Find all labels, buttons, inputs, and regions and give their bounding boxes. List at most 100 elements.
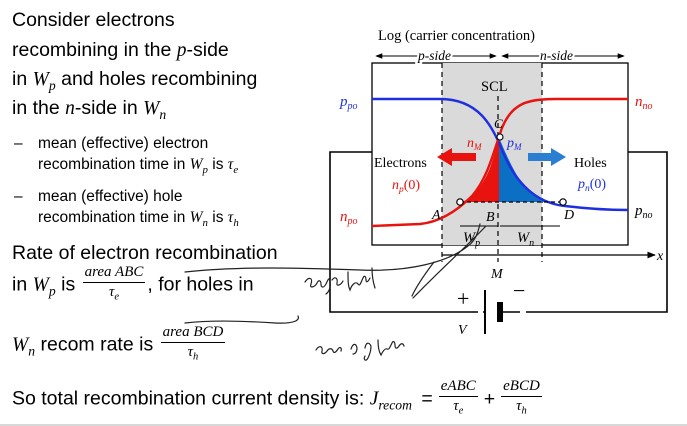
ppo-label: ppo bbox=[339, 94, 358, 112]
rate-text: recom rate is bbox=[35, 333, 159, 356]
pn0-label: pn(0) bbox=[577, 177, 606, 194]
y-axis-label: Log (carrier concentration) bbox=[378, 28, 535, 44]
circuit-wires bbox=[329, 151, 668, 313]
fraction-denominator: τe bbox=[83, 283, 146, 307]
subscript-recom: recom bbox=[378, 397, 412, 413]
nno-label: nno bbox=[635, 94, 653, 112]
pm-label: pM bbox=[506, 136, 522, 152]
nm-label: nM bbox=[467, 136, 482, 152]
bullet-text: is bbox=[207, 209, 228, 226]
electron-concentration-curve bbox=[371, 97, 628, 228]
bullet-2-dash: – bbox=[14, 188, 23, 205]
rate-line-2: in Wp is area ABC τe, for holes in bbox=[12, 264, 254, 307]
subscript-n: n bbox=[28, 343, 36, 359]
area-abc-electrons bbox=[460, 137, 499, 202]
n-variable: n bbox=[65, 98, 75, 119]
rate-text: is bbox=[55, 273, 81, 296]
tau-symbol: τ bbox=[227, 209, 234, 226]
battery-minus-sign: − bbox=[513, 278, 525, 303]
total-current-line: So total recombination current density i… bbox=[12, 378, 544, 421]
point-d-label: D bbox=[563, 208, 574, 223]
fraction-denominator: τe bbox=[439, 397, 478, 421]
p-side-label: p-side bbox=[417, 48, 451, 63]
intro-text: and holes recombining bbox=[55, 68, 258, 90]
fraction-ebcd-over-tau-h: eBCD τh bbox=[501, 378, 542, 421]
x-axis-label: x bbox=[656, 249, 664, 264]
bullet-text: recombination time in bbox=[38, 209, 190, 226]
tau-symbol: τ bbox=[187, 344, 194, 360]
bullet-text: recombination time in bbox=[38, 156, 190, 173]
intro-text: in the bbox=[12, 97, 66, 119]
bullet-2-line-2: recombination time in Wn is τh bbox=[38, 208, 239, 233]
fraction-denominator: τh bbox=[501, 397, 542, 421]
fraction-numerator: eBCD bbox=[501, 378, 542, 397]
subscript-e: e bbox=[458, 405, 464, 417]
subscript-e: e bbox=[233, 163, 239, 176]
point-a-marker bbox=[456, 198, 464, 206]
plus-sign: + bbox=[483, 387, 496, 410]
fraction-bcd-over-tau-h: area BCD τh bbox=[160, 324, 226, 367]
rate-text: in bbox=[12, 273, 33, 296]
n-side-label: n-side bbox=[540, 48, 573, 63]
battery-icon bbox=[478, 290, 526, 334]
fraction-abc-over-tau-e: area ABC τe bbox=[82, 264, 146, 307]
scl-label: SCL bbox=[481, 79, 508, 95]
intro-text: -side in bbox=[74, 97, 144, 119]
holes-arrow-icon bbox=[528, 148, 566, 166]
intro-text: recombining in the bbox=[12, 39, 177, 61]
subscript-p: p bbox=[202, 163, 208, 176]
np0-label: np(0) bbox=[392, 178, 420, 195]
w-variable: W bbox=[32, 69, 49, 90]
device-box bbox=[371, 62, 629, 246]
tau-symbol: τ bbox=[453, 398, 459, 414]
tau-symbol: τ bbox=[227, 156, 234, 173]
point-d-marker bbox=[559, 198, 567, 206]
slide-bottom-edge bbox=[0, 424, 687, 426]
subscript-p: p bbox=[48, 77, 56, 93]
battery-plus-sign: + bbox=[457, 286, 469, 311]
point-a-label: A bbox=[431, 208, 441, 223]
voltage-label: V bbox=[458, 323, 468, 338]
j-variable: J bbox=[369, 388, 379, 410]
subscript-p: p bbox=[48, 283, 56, 299]
subscript-h: h bbox=[233, 216, 239, 229]
intro-line-4: in the n-side in Wn bbox=[12, 97, 166, 126]
intro-text: in bbox=[12, 68, 33, 90]
npo-label: npo bbox=[340, 209, 358, 227]
equals-sign: = bbox=[421, 387, 433, 410]
bullet-1-line-2: recombination time in Wp is τe bbox=[38, 155, 238, 180]
subscript-n: n bbox=[202, 216, 208, 229]
w-variable: W bbox=[12, 334, 29, 356]
hole-concentration-curve bbox=[372, 97, 629, 212]
tau-symbol: τ bbox=[108, 284, 115, 300]
intro-text: Consider electrons bbox=[12, 9, 175, 31]
bullet-1-dash: – bbox=[14, 135, 23, 152]
intro-line-3: in Wp and holes recombining bbox=[12, 68, 257, 97]
fraction-numerator: area BCD bbox=[160, 324, 226, 343]
area-bcd-holes bbox=[499, 137, 560, 202]
rate-text: , for holes in bbox=[147, 273, 254, 296]
bullet-1-line-1: mean (effective) electron bbox=[38, 135, 209, 152]
bullet-2-line-1: mean (effective) hole bbox=[38, 188, 183, 205]
fraction-eabc-over-tau-e: eABC τe bbox=[438, 378, 478, 421]
fraction-numerator: eABC bbox=[438, 378, 478, 397]
rate-line-1: Rate of electron recombination bbox=[12, 242, 278, 264]
subscript-n: n bbox=[159, 106, 167, 122]
intro-text: -side bbox=[186, 39, 229, 61]
w-variable: W bbox=[32, 274, 49, 296]
w-variable: W bbox=[143, 98, 160, 119]
wn-rate-line: Wn recom rate is area BCD τh bbox=[12, 324, 227, 367]
electrons-arrow-icon bbox=[437, 148, 476, 166]
w-variable: W bbox=[189, 209, 203, 226]
holes-label: Holes bbox=[574, 156, 607, 171]
subscript-h: h bbox=[193, 351, 199, 363]
p-variable: p bbox=[176, 40, 187, 61]
point-c-marker bbox=[496, 133, 504, 141]
tau-symbol: τ bbox=[516, 398, 522, 414]
wn-label: Wn bbox=[517, 230, 534, 249]
wp-label: Wp bbox=[463, 230, 480, 249]
pno-label: pno bbox=[634, 203, 653, 221]
w-variable: W bbox=[189, 156, 203, 173]
total-text: So total recombination current density i… bbox=[12, 387, 370, 410]
bullet-text: is bbox=[207, 156, 228, 173]
